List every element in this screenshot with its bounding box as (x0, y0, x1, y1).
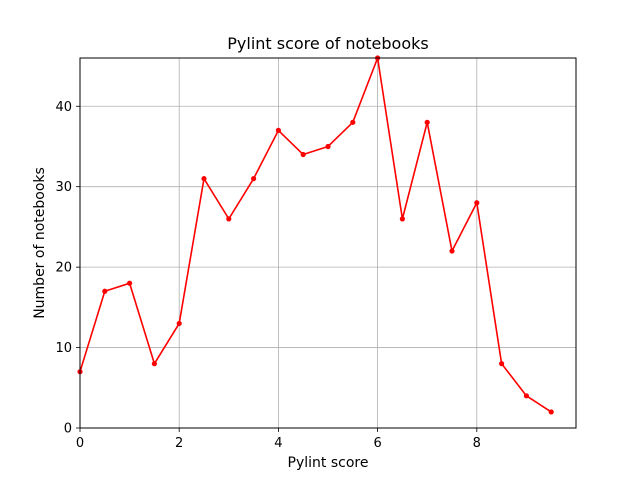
x-tick-label: 4 (274, 436, 282, 451)
data-point (548, 409, 554, 415)
data-point (102, 288, 108, 294)
data-point (399, 216, 405, 222)
chart-title: Pylint score of notebooks (227, 34, 428, 53)
y-tick-label: 30 (55, 180, 72, 195)
y-tick-label: 10 (55, 341, 72, 356)
data-point (449, 248, 455, 254)
x-tick-label: 6 (373, 436, 381, 451)
data-point (325, 143, 331, 150)
series-line (79, 57, 552, 413)
data-point (251, 176, 257, 182)
axes: 0 2 4 6 8 0 10 20 30 40 (55, 100, 480, 451)
data-point (176, 320, 182, 327)
x-tick-label: 8 (473, 436, 481, 451)
x-tick-label: 2 (175, 436, 183, 451)
data-point (523, 393, 530, 399)
data-point (499, 361, 505, 367)
plot-frame (79, 57, 577, 429)
series-layer (77, 55, 554, 415)
data-point (127, 280, 133, 286)
grid (79, 58, 576, 429)
data-point (201, 176, 207, 182)
data-point (424, 119, 430, 125)
y-tick-label: 40 (55, 100, 72, 115)
x-axis-label: Pylint score (288, 455, 369, 471)
data-point (226, 216, 232, 222)
y-tick-label: 20 (55, 261, 72, 276)
y-tick-label: 0 (64, 422, 72, 437)
data-point (275, 127, 281, 133)
data-point (300, 151, 306, 158)
x-tick-label: 0 (76, 436, 84, 451)
data-point (474, 200, 480, 206)
y-axis-label: Number of notebooks (32, 167, 48, 319)
data-point (151, 361, 157, 367)
data-point (350, 119, 356, 125)
